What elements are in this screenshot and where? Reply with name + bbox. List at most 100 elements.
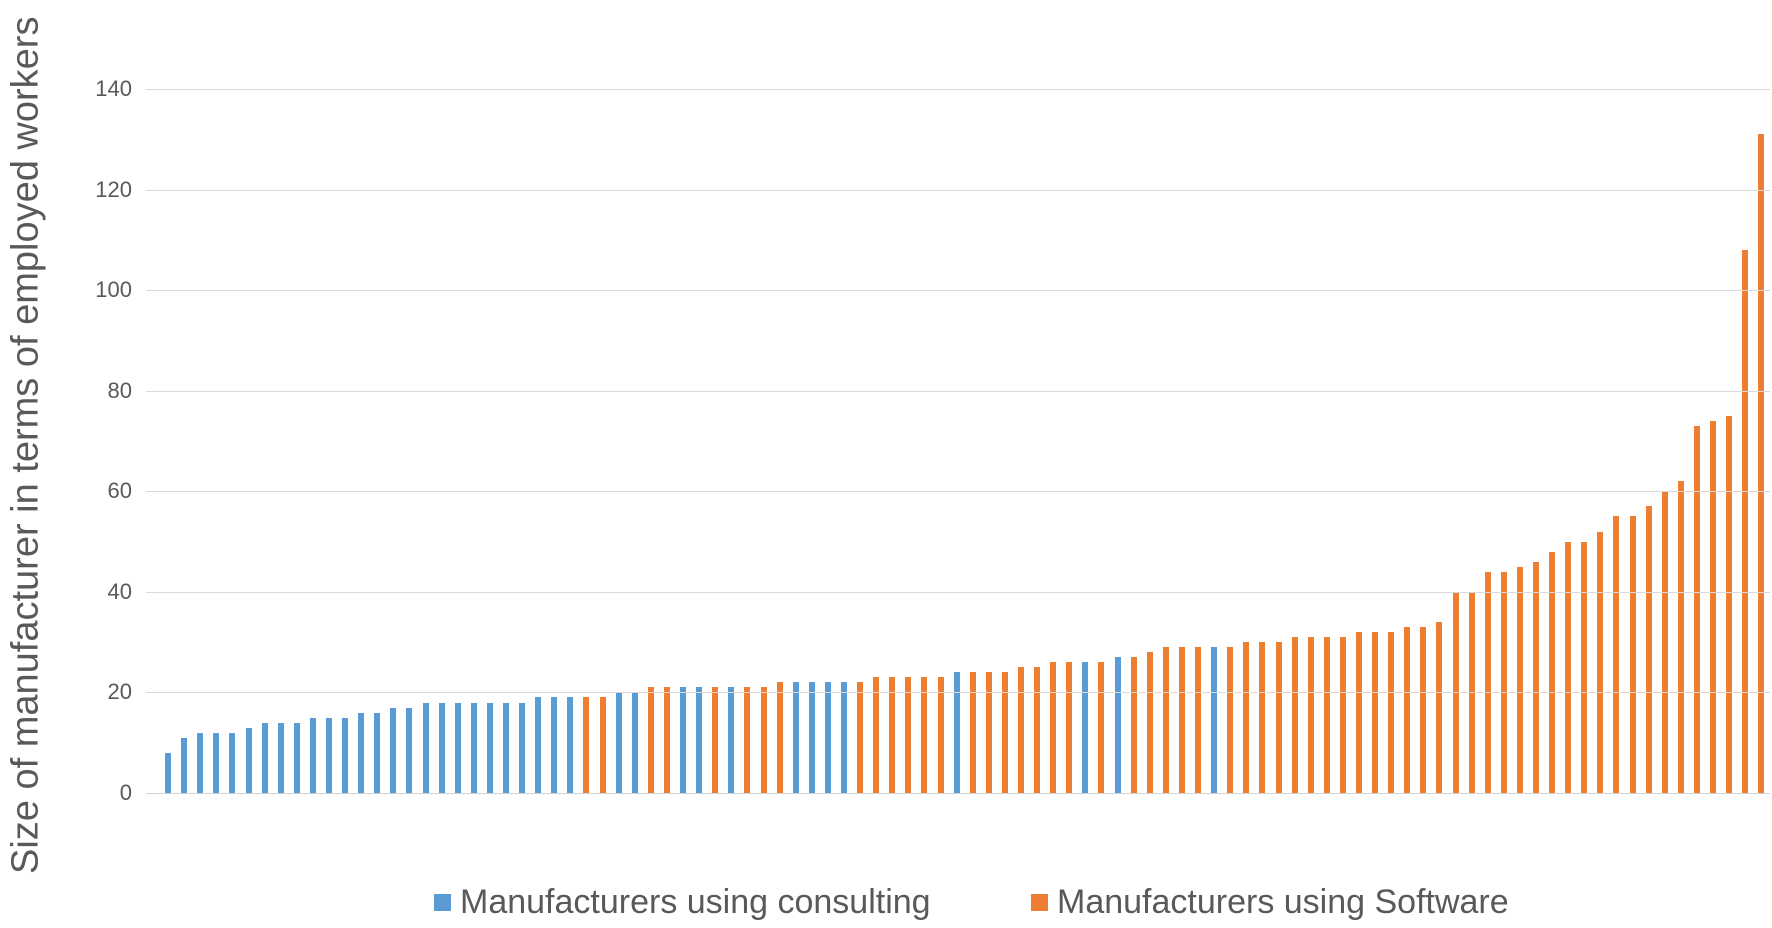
bar-slot bbox=[530, 89, 546, 793]
bar-consulting bbox=[696, 687, 703, 793]
bar-software bbox=[1146, 652, 1153, 793]
bar-consulting bbox=[1114, 657, 1121, 793]
bar-slot bbox=[836, 89, 852, 793]
bar-software bbox=[1130, 657, 1137, 793]
bar-software bbox=[776, 682, 783, 793]
bar-software bbox=[1066, 662, 1073, 793]
bar-slot bbox=[369, 89, 385, 793]
bar-software bbox=[1742, 249, 1749, 793]
bar-slot bbox=[337, 89, 353, 793]
bar-consulting bbox=[824, 682, 831, 793]
bar-consulting bbox=[808, 682, 815, 793]
bar-consulting bbox=[390, 707, 397, 793]
bar-software bbox=[905, 677, 912, 793]
bar-software bbox=[1565, 541, 1572, 793]
bar-software bbox=[969, 672, 976, 793]
bar-slot bbox=[611, 89, 627, 793]
bar-slot bbox=[1206, 89, 1222, 793]
bar-software bbox=[1259, 642, 1266, 793]
bar-slot bbox=[1013, 89, 1029, 793]
bar-slot bbox=[176, 89, 192, 793]
bar-slot bbox=[321, 89, 337, 793]
bar-software bbox=[1034, 667, 1041, 793]
bar-consulting bbox=[551, 697, 558, 793]
y-tick-label-140: 140 bbox=[95, 76, 132, 101]
y-tick-label-20: 20 bbox=[107, 679, 132, 705]
bar-consulting bbox=[519, 702, 526, 793]
bar-slot bbox=[434, 89, 450, 793]
bar-consulting bbox=[486, 702, 493, 793]
bar-slot bbox=[1689, 89, 1705, 793]
bar-software bbox=[647, 687, 654, 793]
y-tick-label-100: 100 bbox=[95, 277, 132, 303]
bar-consulting bbox=[181, 737, 188, 793]
y-tick-label-120: 120 bbox=[95, 176, 132, 202]
bar-software bbox=[1613, 516, 1620, 793]
legend-item-software: Manufacturers using Software bbox=[1031, 878, 1509, 926]
bar-software bbox=[1758, 134, 1765, 793]
bar-slot bbox=[466, 89, 482, 793]
bar-slot bbox=[707, 89, 723, 793]
bar-consulting bbox=[840, 682, 847, 793]
bar-slot bbox=[1528, 89, 1544, 793]
bar-slot bbox=[772, 89, 788, 793]
bar-slot bbox=[1657, 89, 1673, 793]
bar-slot bbox=[755, 89, 771, 793]
bar-slot bbox=[933, 89, 949, 793]
bar-software bbox=[1484, 571, 1491, 793]
bar-slot bbox=[852, 89, 868, 793]
bar-slot bbox=[1061, 89, 1077, 793]
consulting-swatch-icon bbox=[434, 893, 451, 911]
bar-software bbox=[744, 687, 751, 793]
bar-consulting bbox=[309, 717, 316, 793]
bar-consulting bbox=[165, 752, 172, 793]
bar-consulting bbox=[631, 692, 638, 793]
gridline-80 bbox=[146, 390, 1770, 392]
bar-slot bbox=[224, 89, 240, 793]
bar-slot bbox=[257, 89, 273, 793]
bar-slot bbox=[1174, 89, 1190, 793]
bar-consulting bbox=[342, 717, 349, 793]
bar-consulting bbox=[454, 702, 461, 793]
bar-software bbox=[1178, 647, 1185, 793]
bar-software bbox=[1533, 561, 1540, 793]
bar-consulting bbox=[374, 712, 381, 793]
gridline-0 bbox=[146, 793, 1770, 794]
bar-consulting bbox=[406, 707, 413, 793]
bar-slot bbox=[160, 89, 176, 793]
bar-slot bbox=[884, 89, 900, 793]
bar-slot bbox=[562, 89, 578, 793]
gridline-40 bbox=[146, 591, 1770, 593]
bar-software bbox=[1500, 571, 1507, 793]
bar-software bbox=[1516, 566, 1523, 793]
bar-software bbox=[1018, 667, 1025, 793]
bar-software bbox=[1291, 637, 1298, 793]
bar-software bbox=[663, 687, 670, 793]
plot-area bbox=[146, 89, 1770, 794]
bar-slot bbox=[1721, 89, 1737, 793]
bar-consulting bbox=[1211, 647, 1218, 793]
legend-label-software: Manufacturers using Software bbox=[1057, 882, 1509, 921]
gridline-60 bbox=[146, 491, 1770, 493]
y-tick-label-0: 0 bbox=[119, 780, 132, 805]
legend-label-consulting: Manufacturers using consulting bbox=[460, 882, 931, 921]
bar-slot bbox=[675, 89, 691, 793]
bar-software bbox=[1404, 627, 1411, 793]
bar-software bbox=[1693, 425, 1700, 793]
bar-software bbox=[1420, 627, 1427, 793]
legend-item-consulting: Manufacturers using consulting bbox=[434, 878, 931, 926]
bar-slot bbox=[418, 89, 434, 793]
bar-slot bbox=[739, 89, 755, 793]
bar-slot bbox=[1592, 89, 1608, 793]
bar-slot bbox=[1238, 89, 1254, 793]
bar-slot bbox=[1673, 89, 1689, 793]
bar-slot bbox=[1753, 89, 1769, 793]
bar-consulting bbox=[293, 722, 300, 793]
bar-consulting bbox=[680, 687, 687, 793]
bar-slot bbox=[1029, 89, 1045, 793]
bar-software bbox=[712, 687, 719, 793]
bar-consulting bbox=[615, 692, 622, 793]
bar-software bbox=[937, 677, 944, 793]
bar-slot bbox=[868, 89, 884, 793]
bar-slot bbox=[273, 89, 289, 793]
